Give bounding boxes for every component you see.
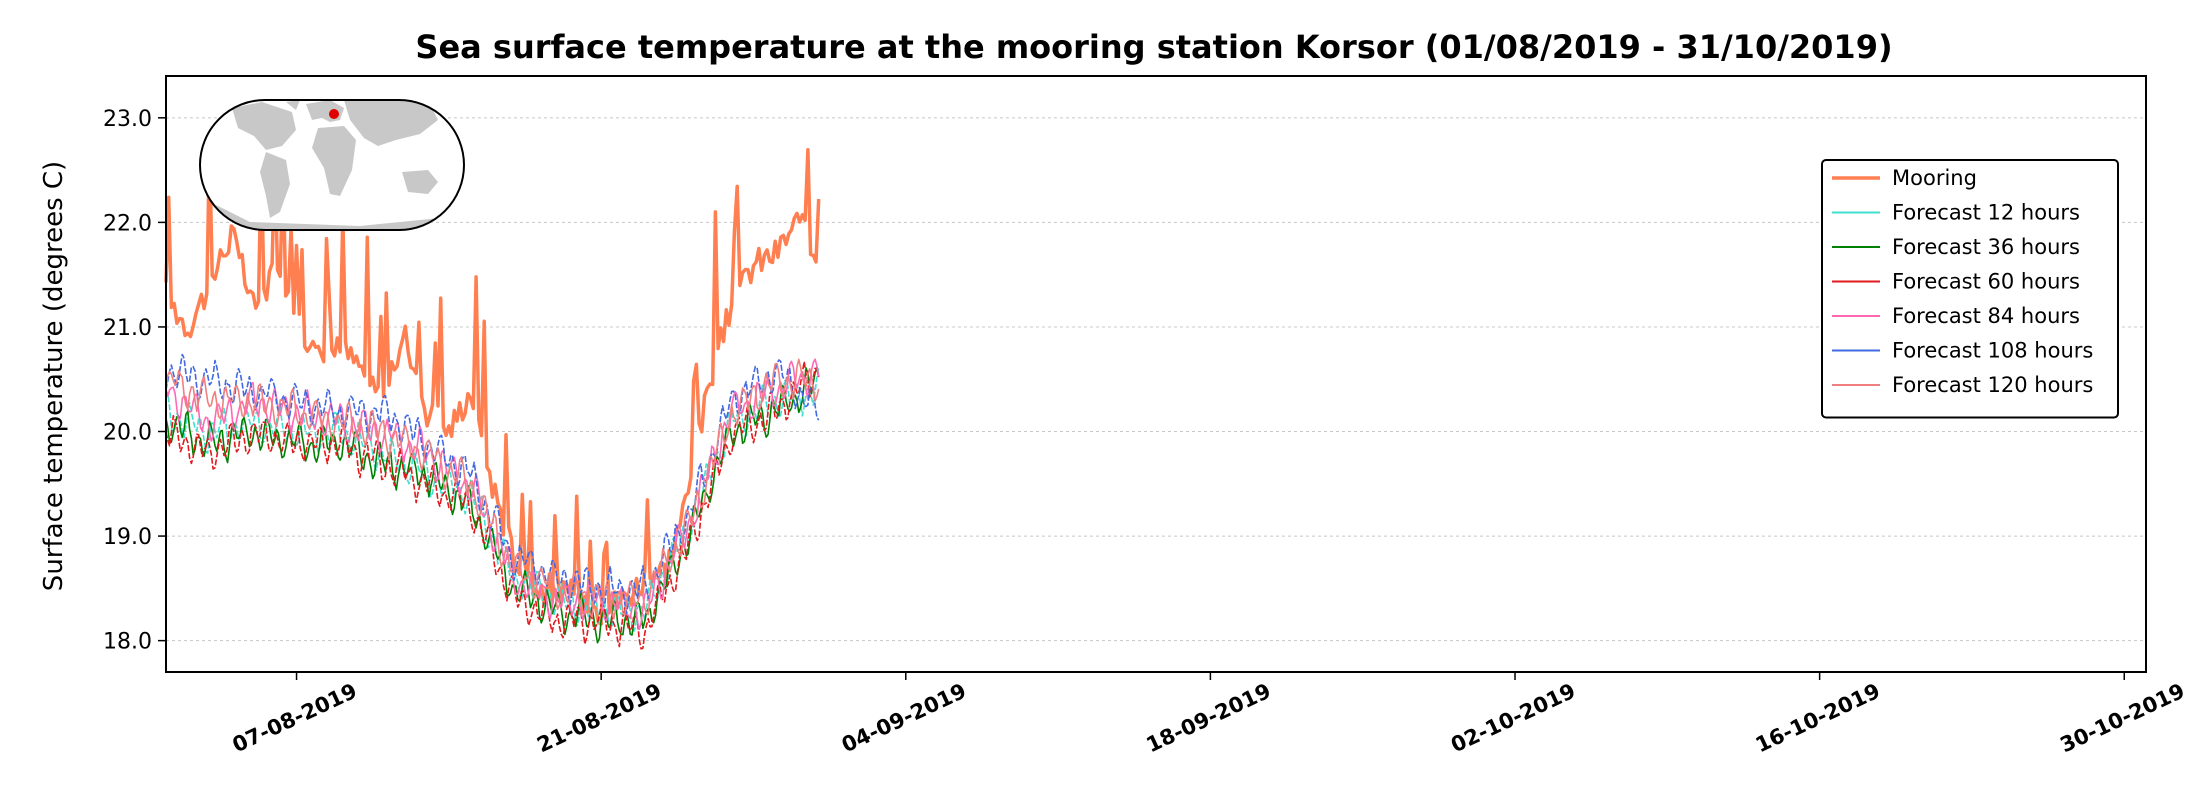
x-tick-label: 16-10-2019 (1752, 679, 1884, 758)
x-tick-label: 02-10-2019 (1447, 679, 1579, 758)
x-axis: 07-08-2019 21-08-2019 04-09-2019 18-09-2019… (229, 672, 2188, 758)
landmass (260, 152, 290, 218)
legend-entry: Forecast 12 hours (1892, 201, 2080, 225)
y-tick-label: 18.0 (103, 630, 152, 655)
x-tick-label: 30-10-2019 (2056, 679, 2188, 758)
landmass (344, 100, 438, 146)
legend-entry: Forecast 84 hours (1892, 304, 2080, 328)
legend-box (1821, 159, 2119, 419)
x-tick-label: 18-09-2019 (1143, 679, 1275, 758)
series-line-forecast-120-hours (165, 358, 820, 620)
legend-entry: Mooring (1892, 166, 1977, 190)
legend: Mooring Forecast 12 hours Forecast 36 hour… (1821, 159, 2119, 419)
series-line-forecast-36-hours (165, 366, 820, 644)
legend-entry: Forecast 120 hours (1892, 373, 2093, 397)
y-tick-label: 19.0 (103, 525, 152, 550)
legend-entry: Forecast 108 hours (1892, 339, 2093, 363)
y-tick-label: 22.0 (103, 211, 152, 236)
grid (166, 117, 2146, 642)
landmass (286, 100, 300, 110)
landmass (206, 200, 458, 230)
map-land (206, 100, 458, 230)
y-axis-label: Surface temperature (degrees C) (39, 161, 69, 591)
plot-area (165, 75, 2147, 673)
y-tick-label: 20.0 (103, 421, 152, 446)
chart-title: Sea surface temperature at the mooring s… (415, 28, 1892, 66)
y-axis: 18.0 19.0 20.0 21.0 22.0 23.0 (103, 107, 166, 655)
landmass (402, 170, 438, 194)
inset-world-map (199, 99, 465, 231)
x-tick-label: 07-08-2019 (229, 679, 361, 758)
station-marker (329, 109, 339, 119)
x-tick-label: 21-08-2019 (533, 679, 665, 758)
legend-entry: Forecast 36 hours (1892, 235, 2080, 259)
landmass (312, 126, 356, 196)
x-tick-label: 04-09-2019 (838, 679, 970, 758)
landmass (232, 102, 296, 150)
legend-entry: Forecast 60 hours (1892, 270, 2080, 294)
y-tick-label: 21.0 (103, 316, 152, 341)
map-border (199, 99, 465, 231)
y-tick-label: 23.0 (103, 107, 152, 132)
